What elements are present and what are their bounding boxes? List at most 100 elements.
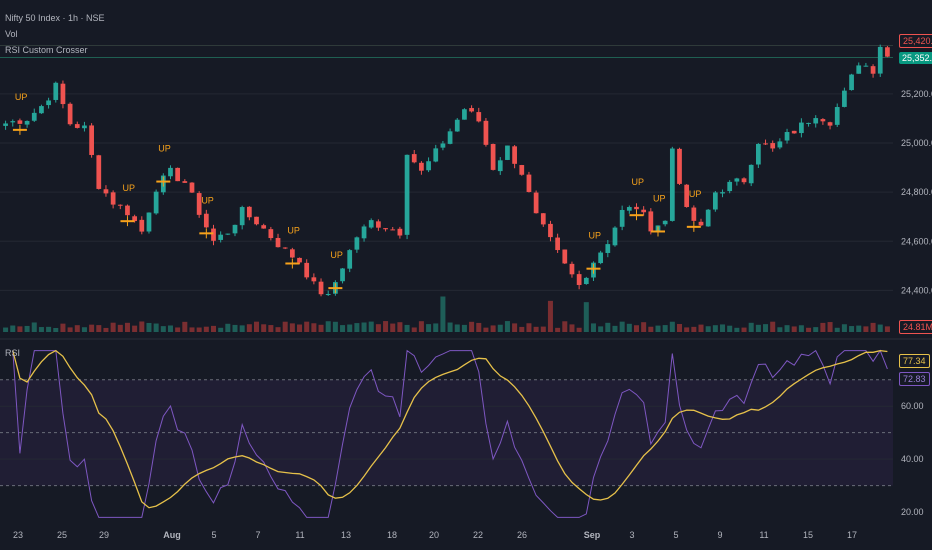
candle-body [770, 143, 776, 149]
rsi-tick-label: 20.00 [901, 507, 924, 517]
candle-body [842, 90, 847, 107]
rsi-ma-line [12, 349, 888, 509]
volume-bar [53, 327, 59, 332]
time-tick-label: Sep [584, 530, 601, 540]
candle-body [677, 148, 682, 184]
candle-body [540, 213, 546, 225]
volume-bar [218, 327, 224, 332]
candle-body [196, 193, 202, 215]
volume-bar [268, 325, 274, 332]
volume-bar [526, 323, 532, 332]
volume-bar [318, 324, 324, 332]
volume-bar [447, 322, 453, 332]
candle-body [404, 154, 410, 235]
volume-bar [282, 321, 288, 332]
time-tick-label: 11 [759, 530, 768, 540]
candle-body [784, 132, 790, 141]
candle-body [799, 122, 804, 134]
signal-label: UP [653, 193, 666, 203]
signal-label: UP [631, 177, 644, 187]
volume-bar [74, 325, 80, 332]
candle-body [46, 100, 51, 106]
indicator-legend[interactable]: RSI Custom Crosser [5, 45, 88, 55]
volume-bar [763, 324, 769, 332]
rsi-badge: 72.83 [899, 372, 930, 386]
candle-body [526, 174, 532, 192]
candle-body [748, 164, 754, 184]
volume-bar [167, 325, 173, 332]
time-tick-label: 5 [211, 530, 216, 540]
candle-body [641, 209, 647, 213]
signal-label: UP [15, 92, 28, 102]
volume-badge: 24.81M [899, 320, 932, 334]
volume-bar [340, 325, 346, 332]
volume-bar [504, 321, 510, 332]
rsi-tick-label: 40.00 [901, 454, 924, 464]
candle-body [756, 143, 761, 165]
volume-legend[interactable]: Vol [5, 29, 18, 39]
volume-bar [46, 326, 52, 332]
candle-body [67, 103, 73, 125]
volume-bar [820, 322, 826, 332]
candle-body [813, 118, 819, 124]
rsi-pane[interactable] [0, 349, 893, 518]
candle-body [791, 130, 797, 134]
candle-body [31, 112, 37, 121]
candle-body [304, 262, 310, 278]
volume-bar [67, 327, 73, 332]
rsi-tick-label: 60.00 [901, 401, 924, 411]
candle-body [834, 107, 840, 125]
volume-bar [806, 327, 812, 332]
candle-body [519, 165, 525, 175]
volume-bar [669, 321, 675, 332]
volume-bar [117, 324, 123, 332]
time-tick-label: 3 [629, 530, 634, 540]
candle-body [447, 131, 453, 144]
rsi-legend[interactable]: RSI [5, 348, 21, 358]
volume-bar [110, 322, 116, 332]
candle-body [354, 237, 360, 250]
volume-bar [705, 326, 711, 332]
candle-body [634, 206, 639, 210]
candle-body [419, 162, 424, 171]
candle-body [483, 120, 489, 145]
candle-body [763, 143, 768, 145]
volume-bar [583, 302, 589, 332]
candle-body [189, 182, 195, 193]
volume-bar [246, 324, 252, 332]
candle-body [469, 108, 474, 112]
volume-bar [81, 327, 87, 332]
volume-bar [103, 327, 109, 332]
volume-bar [662, 325, 668, 332]
volume-bar [641, 322, 647, 332]
volume-bar [712, 325, 718, 332]
volume-bar [562, 321, 568, 332]
volume-bar [519, 326, 525, 332]
volume-bar [96, 325, 102, 332]
volume-bar [124, 322, 130, 332]
time-tick-label: 9 [717, 530, 722, 540]
volume-bar [720, 324, 726, 332]
candle-body [662, 220, 668, 225]
candle-body [885, 47, 890, 57]
candle-body [132, 216, 137, 222]
signal-label: UP [201, 195, 214, 205]
volume-bar [361, 322, 367, 332]
candle-body [870, 66, 876, 74]
candle-body [433, 148, 439, 162]
candle-body [89, 125, 94, 155]
volume-bar [368, 321, 374, 332]
volume-bar [383, 321, 389, 332]
volume-bar [827, 322, 833, 332]
candle-body [619, 209, 625, 227]
volume-bar [777, 327, 783, 332]
volume-bar [433, 323, 439, 332]
time-tick-label: 25 [57, 530, 67, 540]
candles[interactable] [3, 44, 890, 297]
candle-body [849, 74, 854, 91]
candle-body [533, 192, 539, 214]
volume-bars [3, 296, 890, 332]
volume-bar [863, 326, 869, 332]
volume-bar [512, 323, 518, 332]
